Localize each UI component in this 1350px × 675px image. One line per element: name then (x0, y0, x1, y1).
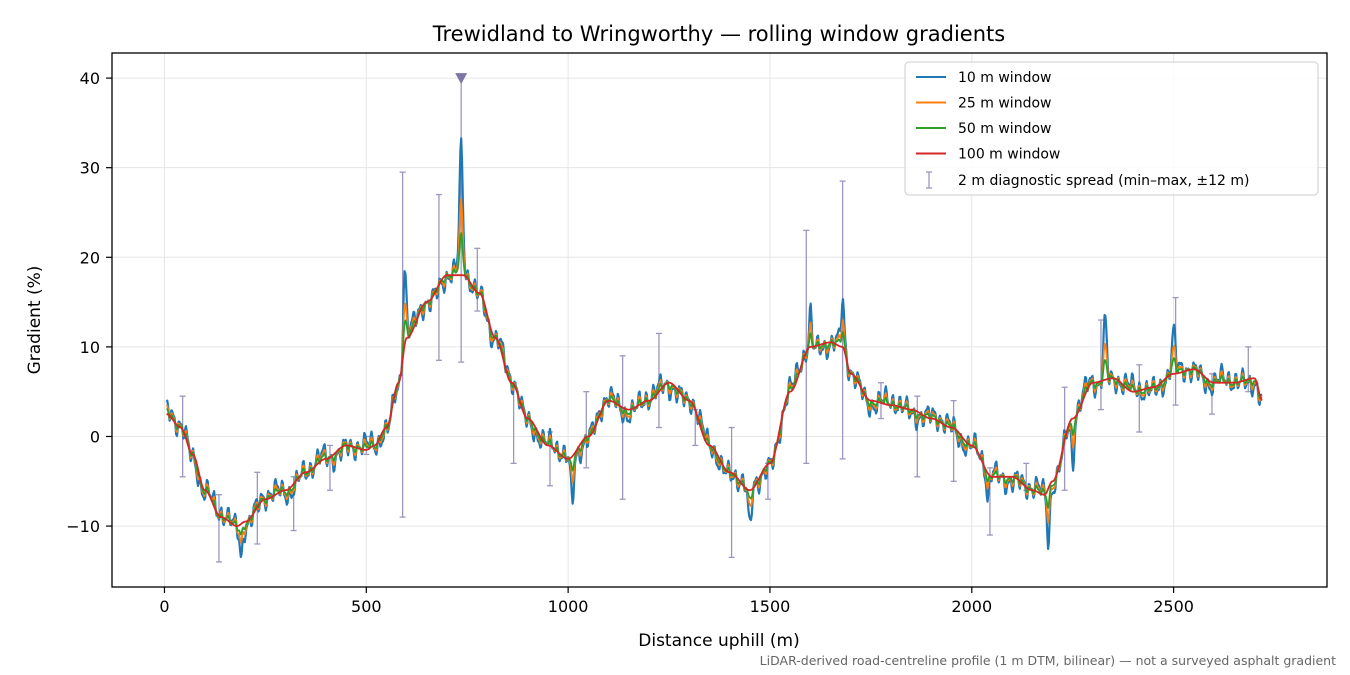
diagnostic-bar (950, 399, 957, 482)
diagnostic-bar (803, 229, 810, 465)
y-tick-label: 40 (80, 69, 100, 88)
legend: 10 m window 25 m window 50 m window 100 m w… (904, 61, 1319, 196)
y-tick-label: 10 (80, 338, 100, 357)
legend-label-w10: 10 m window (958, 70, 1051, 86)
diagnostic-bar (1245, 346, 1252, 393)
chart-title: Trewidland to Wringworthy — rolling wind… (432, 22, 1005, 46)
x-tick-label: 2000 (951, 597, 992, 616)
y-axis-label: Gradient (%) (25, 266, 45, 375)
x-tick-label: 0 (159, 597, 169, 616)
diagnostic-bar (728, 426, 735, 559)
footnote: LiDAR-derived road-centreline profile (1… (760, 653, 1336, 668)
legend-label-diagnostic: 2 m diagnostic spread (min–max, ±12 m) (958, 173, 1249, 189)
x-tick-label: 2500 (1153, 597, 1194, 616)
x-axis-label: Distance uphill (m) (638, 631, 799, 651)
series-lines (165, 137, 1263, 559)
diagnostic-bar (1136, 364, 1143, 433)
legend-swatch-diagnostic (926, 171, 932, 189)
diagnostic-bar (583, 391, 590, 469)
x-tick-label: 1500 (750, 597, 791, 616)
series-line-w100 (166, 274, 1263, 527)
legend-label-w25: 25 m window (958, 96, 1051, 112)
y-tick-label: 20 (80, 248, 100, 267)
plot-frame (111, 52, 1328, 588)
legend-label-w100: 100 m window (958, 147, 1060, 163)
diagnostic-bar (474, 247, 481, 312)
diagnostic-bar (619, 355, 626, 500)
diagnostic-bar (914, 395, 921, 478)
y-tick-label: 30 (80, 159, 100, 178)
y-tick-label: −10 (66, 517, 100, 536)
clipped-marker-triangle (455, 73, 468, 85)
x-tick-label: 1000 (548, 597, 589, 616)
diagnostic-bar (1097, 319, 1104, 411)
diagnostic-bar (215, 494, 222, 563)
y-axis-ticks: −10 0 10 20 30 40 (66, 69, 112, 536)
diagnostic-bar (326, 444, 333, 491)
diagnostic-bar (435, 193, 442, 361)
x-axis-ticks: 0 500 1000 1500 2000 2500 (159, 587, 1194, 616)
y-tick-label: 0 (90, 427, 100, 446)
legend-label-w50: 50 m window (958, 121, 1051, 137)
x-tick-label: 500 (351, 597, 382, 616)
clipped-markers (455, 73, 468, 85)
legend-box (904, 61, 1319, 196)
